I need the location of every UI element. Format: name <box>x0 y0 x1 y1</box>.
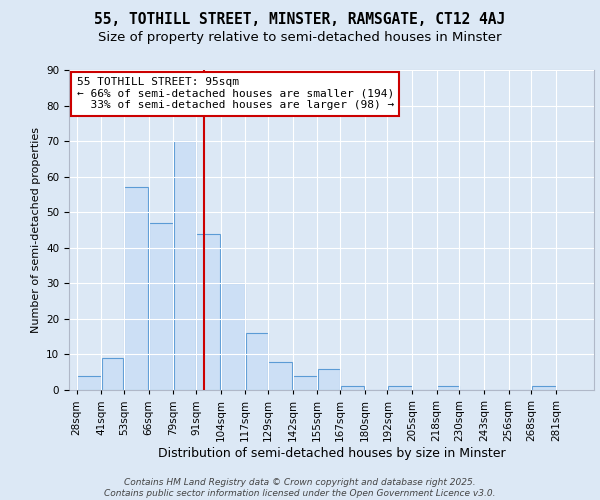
Text: 55 TOTHILL STREET: 95sqm
← 66% of semi-detached houses are smaller (194)
  33% o: 55 TOTHILL STREET: 95sqm ← 66% of semi-d… <box>77 77 394 110</box>
Bar <box>101 358 124 390</box>
Bar <box>532 386 556 390</box>
Bar <box>293 376 317 390</box>
Bar <box>149 223 173 390</box>
Bar <box>318 368 340 390</box>
Bar <box>437 386 459 390</box>
Bar <box>124 188 148 390</box>
Bar <box>174 141 196 390</box>
Text: Contains HM Land Registry data © Crown copyright and database right 2025.
Contai: Contains HM Land Registry data © Crown c… <box>104 478 496 498</box>
X-axis label: Distribution of semi-detached houses by size in Minster: Distribution of semi-detached houses by … <box>158 446 505 460</box>
Bar <box>341 386 364 390</box>
Bar <box>196 234 220 390</box>
Bar <box>246 333 268 390</box>
Bar <box>388 386 412 390</box>
Bar <box>77 376 101 390</box>
Text: 55, TOTHILL STREET, MINSTER, RAMSGATE, CT12 4AJ: 55, TOTHILL STREET, MINSTER, RAMSGATE, C… <box>94 12 506 28</box>
Bar <box>268 362 292 390</box>
Y-axis label: Number of semi-detached properties: Number of semi-detached properties <box>31 127 41 333</box>
Text: Size of property relative to semi-detached houses in Minster: Size of property relative to semi-detach… <box>98 31 502 44</box>
Bar <box>221 284 245 390</box>
